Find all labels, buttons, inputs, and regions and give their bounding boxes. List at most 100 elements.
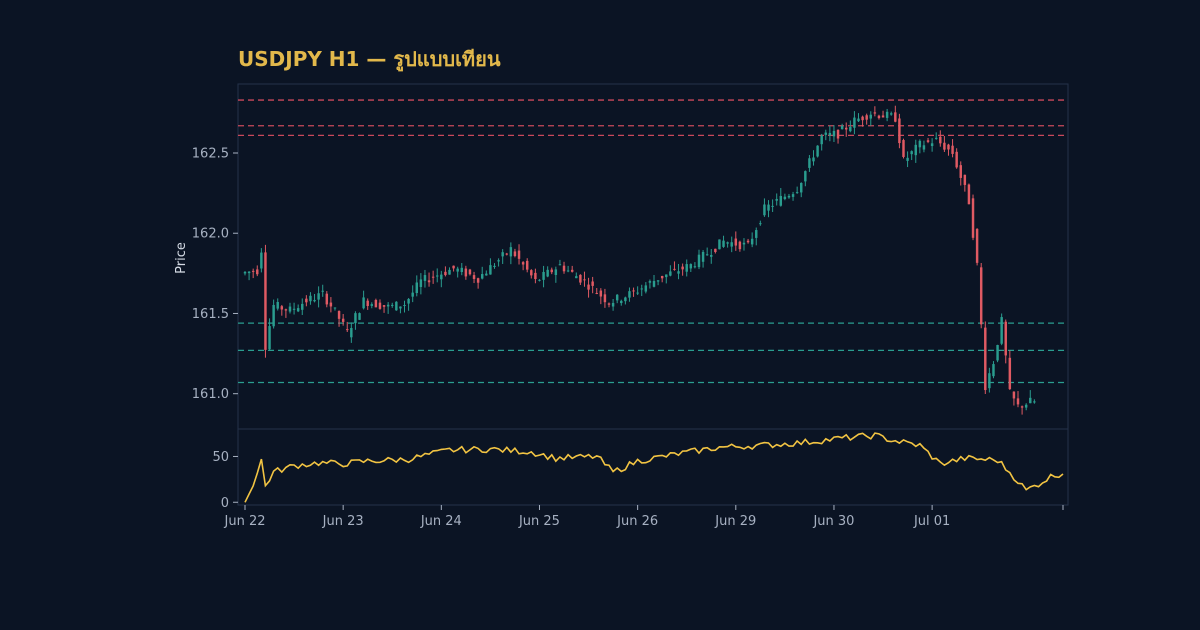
candle-body xyxy=(971,198,975,238)
candle xyxy=(386,302,390,314)
candle xyxy=(599,288,603,305)
candle xyxy=(374,298,378,308)
candle-body xyxy=(914,144,917,156)
candle xyxy=(288,302,292,314)
candle xyxy=(971,194,975,241)
candle xyxy=(779,188,783,207)
candle-body xyxy=(423,275,427,281)
candle-body xyxy=(669,271,672,276)
candle xyxy=(669,265,672,277)
candle xyxy=(889,111,893,116)
y-tick-label: 161.0 xyxy=(192,387,229,402)
candle xyxy=(624,296,627,305)
candle-body xyxy=(579,274,582,283)
candle xyxy=(718,239,721,250)
candle-body xyxy=(611,302,615,307)
candle xyxy=(542,265,545,288)
candle xyxy=(947,143,950,156)
candle xyxy=(611,298,615,311)
candle xyxy=(615,294,619,304)
candle xyxy=(750,232,754,248)
candle xyxy=(321,284,324,297)
candle-body xyxy=(992,364,995,377)
candle xyxy=(558,259,562,266)
candle xyxy=(869,111,872,126)
candle xyxy=(836,129,840,144)
candle-body xyxy=(918,140,922,148)
candle-body xyxy=(795,192,799,194)
candle-body xyxy=(840,125,844,130)
candle xyxy=(845,122,848,137)
candle xyxy=(280,304,284,316)
candle xyxy=(677,263,680,280)
candle xyxy=(550,267,553,275)
candle-body xyxy=(264,252,267,350)
candle-body xyxy=(591,281,594,286)
candle-body xyxy=(939,136,942,144)
candle xyxy=(603,288,607,308)
candle xyxy=(313,293,316,303)
candle-body xyxy=(391,304,394,306)
candle xyxy=(260,248,263,273)
candle-body xyxy=(497,260,500,262)
candle-body xyxy=(869,114,872,119)
candle-body xyxy=(820,135,823,145)
candle-body xyxy=(734,238,738,246)
candle xyxy=(256,265,259,277)
candle xyxy=(951,139,954,158)
candle xyxy=(681,263,684,276)
candle-body xyxy=(530,270,533,276)
candle-body xyxy=(1004,321,1007,356)
level-lines xyxy=(238,99,1068,384)
candle xyxy=(726,241,729,248)
candle xyxy=(697,249,701,270)
candle-body xyxy=(382,305,386,307)
candle-body xyxy=(640,288,643,290)
candle-body xyxy=(501,252,504,257)
x-tick-label: Jun 26 xyxy=(616,514,658,529)
candle xyxy=(485,270,488,276)
candle-body xyxy=(996,344,999,361)
indicator-y-ticks: 0 50 xyxy=(212,450,238,511)
candle xyxy=(910,150,913,161)
candle xyxy=(607,302,611,308)
candle-body xyxy=(922,145,926,150)
y-axis-label: Price xyxy=(174,242,189,274)
candle xyxy=(1024,403,1028,411)
candle-body xyxy=(718,239,721,250)
candle-body xyxy=(808,158,811,168)
candle xyxy=(329,297,333,313)
candle xyxy=(575,272,578,279)
candle-body xyxy=(636,292,639,294)
candle xyxy=(337,310,341,327)
indicator-tick-label: 50 xyxy=(212,450,229,465)
candle xyxy=(354,311,357,330)
x-tick-label: Jun 22 xyxy=(224,514,266,529)
candle xyxy=(853,111,856,135)
candle xyxy=(959,161,962,186)
price-y-ticks: 161.0 161.5 162.0 162.5 xyxy=(192,147,238,402)
candle xyxy=(341,313,345,326)
candle xyxy=(914,139,917,163)
candle xyxy=(579,274,582,286)
candle xyxy=(824,129,828,141)
candle xyxy=(898,113,901,149)
candle xyxy=(1016,391,1020,408)
candle xyxy=(955,148,958,169)
candle-body xyxy=(693,266,697,268)
candle xyxy=(251,268,255,279)
candle-body xyxy=(505,253,508,255)
candles xyxy=(243,105,1036,415)
candle-body xyxy=(460,267,463,273)
candle-body xyxy=(468,269,472,275)
candle xyxy=(346,321,349,333)
candle xyxy=(440,270,443,288)
candle xyxy=(411,285,414,303)
y-tick-label: 162.5 xyxy=(192,147,229,162)
candle xyxy=(861,115,864,127)
candle xyxy=(849,120,852,133)
candle-body xyxy=(771,205,774,207)
candle-body xyxy=(665,274,668,278)
candle-body xyxy=(517,250,521,259)
candle xyxy=(268,318,271,351)
